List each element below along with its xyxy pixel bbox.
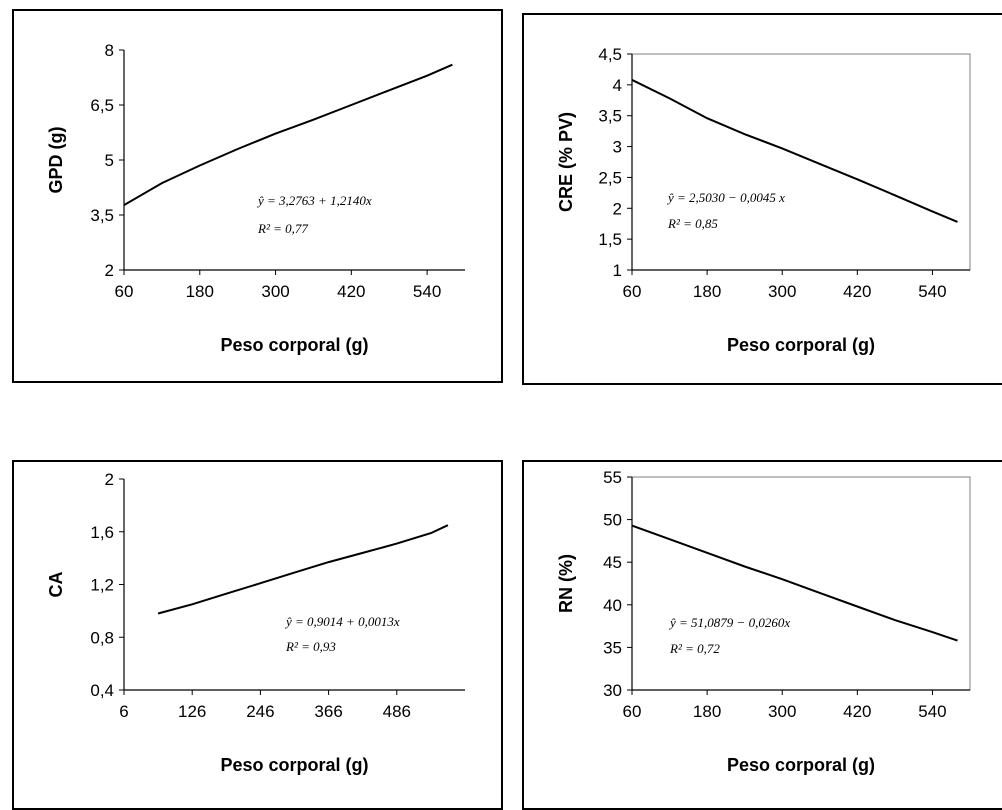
chart-rn-series-line	[631, 524, 958, 642]
chart-ca-ytick-label: 0,4	[90, 681, 114, 700]
chart-rn-xtick-label: 180	[693, 702, 721, 721]
chart-rn-xtick-label: 540	[918, 702, 946, 721]
chart-ca-ytick-label: 0,8	[90, 628, 114, 647]
chart-cre-xtick-label: 420	[843, 282, 871, 301]
chart-rn-x-axis-title: Peso corporal (g)	[727, 755, 875, 775]
chart-rn-r-squared: R² = 0,72	[669, 641, 720, 656]
chart-ca-ytick-label: 1,2	[90, 576, 114, 595]
chart-gpd-ytick-label: 2	[105, 261, 114, 280]
chart-ca-ytick-label: 2	[105, 470, 114, 489]
chart-cre-xtick-label: 180	[693, 282, 721, 301]
chart-rn-xtick-label: 60	[623, 702, 642, 721]
chart-ca-xtick-label: 246	[246, 702, 274, 721]
chart-cre-ytick-label: 2	[613, 199, 622, 218]
chart-gpd-regression-equation: ŷ = 3,2763 + 1,2140x	[256, 193, 372, 208]
panel-gpd	[12, 9, 503, 383]
panel-cre	[522, 13, 1002, 385]
chart-gpd-x-axis-title: Peso corporal (g)	[220, 335, 368, 355]
chart-ca-xtick-label: 486	[383, 702, 411, 721]
chart-ca-regression-equation: ŷ = 0,9014 + 0,0013x	[284, 614, 400, 629]
chart-gpd-xtick-label: 300	[261, 282, 289, 301]
chart-cre-plot-area	[631, 53, 971, 271]
panel-rn	[522, 460, 1002, 810]
chart-ca-x-axis-title: Peso corporal (g)	[220, 755, 368, 775]
chart-rn-ytick-label: 55	[603, 468, 622, 487]
chart-gpd-ytick-label: 3,5	[90, 206, 114, 225]
chart-gpd-xtick-label: 540	[413, 282, 441, 301]
chart-cre-regression-equation: ŷ = 2,5030 − 0,0045 x	[666, 190, 785, 205]
chart-cre-xtick-label: 300	[768, 282, 796, 301]
chart-ca-y-axis-title: CA	[46, 572, 66, 598]
chart-cre-ytick-label: 2,5	[598, 168, 622, 187]
chart-cre-ytick-label: 1	[613, 261, 622, 280]
chart-cre-xtick-label: 60	[623, 282, 642, 301]
chart-gpd-xtick-label: 180	[186, 282, 214, 301]
chart-gpd-ytick-label: 5	[105, 151, 114, 170]
chart-cre-ytick-label: 3,5	[598, 107, 622, 126]
chart-gpd-xtick-label: 420	[337, 282, 365, 301]
chart-cre-y-axis-title: CRE (% PV)	[556, 112, 576, 212]
chart-gpd-r-squared: R² = 0,77	[257, 221, 308, 236]
chart-cre-ytick-label: 4,5	[598, 45, 622, 64]
chart-rn-ytick-label: 40	[603, 596, 622, 615]
chart-rn-ytick-label: 30	[603, 681, 622, 700]
chart-rn-ytick-label: 45	[603, 553, 622, 572]
chart-rn-plot-area	[631, 476, 971, 691]
chart-ca-xtick-label: 126	[178, 702, 206, 721]
chart-ca-xtick-label: 366	[314, 702, 342, 721]
chart-cre-ytick-label: 1,5	[598, 230, 622, 249]
chart-rn-ytick-label: 50	[603, 511, 622, 530]
chart-cre-ytick-label: 4	[613, 76, 622, 95]
chart-ca-xtick-label: 6	[119, 702, 128, 721]
chart-cre-xtick-label: 540	[918, 282, 946, 301]
chart-rn-xtick-label: 300	[768, 702, 796, 721]
chart-rn-y-axis-title: RN (%)	[556, 554, 576, 613]
chart-cre-x-axis-title: Peso corporal (g)	[727, 335, 875, 355]
panel-ca	[12, 460, 503, 810]
chart-cre-ytick-label: 3	[613, 138, 622, 157]
chart-rn-regression-equation: ŷ = 51,0879 − 0,0260x	[668, 615, 790, 630]
chart-rn-ytick-label: 35	[603, 638, 622, 657]
chart-rn-xtick-label: 420	[843, 702, 871, 721]
chart-cre-r-squared: R² = 0,85	[667, 216, 718, 231]
chart-gpd-xtick-label: 60	[115, 282, 134, 301]
chart-ca-series-line	[157, 524, 449, 615]
chart-gpd-ytick-label: 6,5	[90, 96, 114, 115]
chart-ca-r-squared: R² = 0,93	[285, 639, 336, 654]
chart-ca-ytick-label: 1,6	[90, 523, 114, 542]
chart-cre-series-line	[631, 79, 958, 223]
chart-gpd-series-line	[123, 63, 453, 206]
chart-gpd-ytick-label: 8	[105, 41, 114, 60]
chart-gpd-y-axis-title: GPD (g)	[46, 127, 66, 194]
